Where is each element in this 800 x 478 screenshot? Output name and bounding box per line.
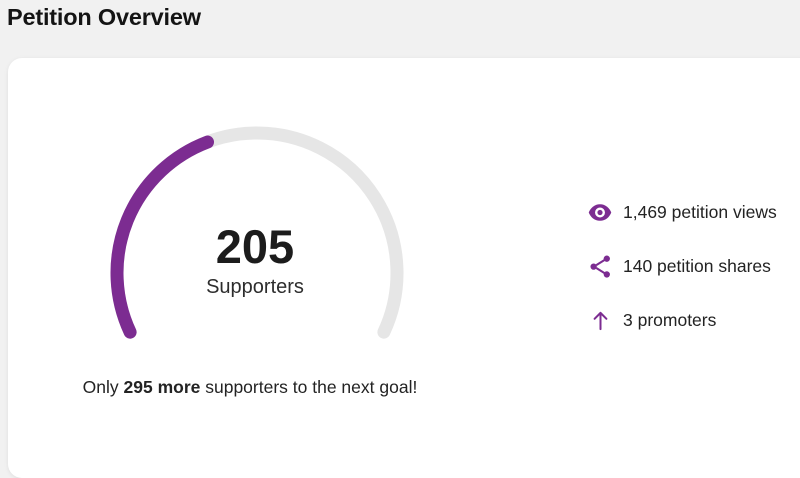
stat-row-promoters: 3 promoters	[585, 305, 777, 335]
goal-note-highlight: 295 more	[123, 377, 201, 397]
stat-label: 140 petition shares	[623, 255, 771, 276]
arrow-up-icon	[585, 309, 615, 332]
goal-note-suffix: supporters to the next goal!	[200, 377, 418, 397]
goal-note: Only 295 more supporters to the next goa…	[8, 377, 492, 398]
gauge-progress-arc	[110, 135, 215, 339]
overview-card: 205 Supporters Only 295 more supporters …	[8, 58, 800, 478]
share-icon	[585, 255, 615, 278]
supporters-gauge	[110, 126, 404, 339]
gauge-center-text: 205 Supporters	[105, 221, 405, 300]
page-title: Petition Overview	[7, 4, 201, 30]
eye-icon	[585, 203, 615, 222]
goal-note-prefix: Only	[82, 377, 124, 397]
stat-label: 1,469 petition views	[623, 201, 777, 222]
stat-row-shares: 140 petition shares	[585, 251, 777, 281]
stat-row-views: 1,469 petition views	[585, 197, 777, 227]
gauge-value: 205	[215, 220, 295, 273]
stats-list: 1,469 petition views 140 petition shares	[585, 197, 777, 359]
stat-label: 3 promoters	[623, 309, 717, 330]
gauge-caption: Supporters	[206, 275, 304, 298]
